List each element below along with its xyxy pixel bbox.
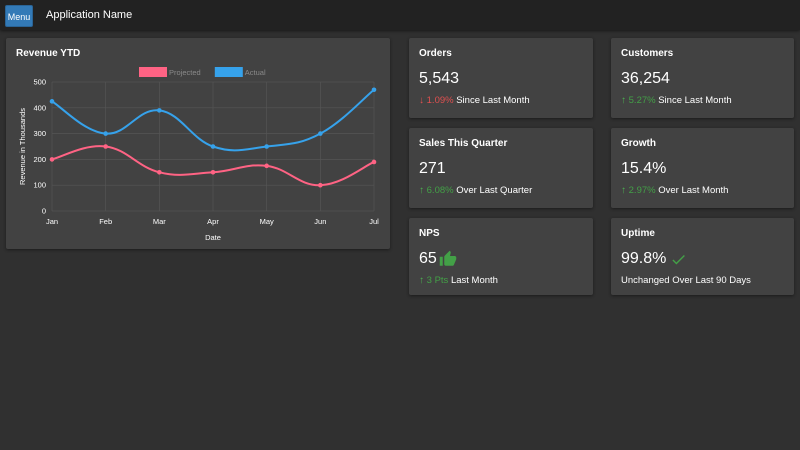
legend-label: Projected [169, 68, 201, 77]
app-name: Application Name [46, 9, 133, 21]
legend-swatch [214, 67, 243, 77]
x-tick-label: May [260, 217, 274, 226]
y-tick-label: 0 [42, 207, 46, 216]
uptime-card: Uptime 99.8% Unchanged Over Last 90 Days [611, 218, 794, 295]
growth-delta: ↑ 2.97% Over Last Month [621, 185, 728, 196]
orders-title: Orders [419, 48, 452, 59]
orders-delta: ↓ 1.09% Since Last Month [419, 95, 530, 106]
legend-swatch [139, 67, 167, 77]
sales-value: 271 [419, 160, 446, 177]
uptime-value: 99.8% [621, 250, 667, 267]
y-tick-label: 500 [33, 78, 46, 87]
uptime-value-row: 99.8% [621, 250, 687, 268]
x-tick-label: Jan [46, 217, 58, 226]
x-tick-label: Jun [314, 217, 326, 226]
revenue-card-title: Revenue YTD [16, 48, 81, 59]
nps-delta: ↑ 3 Pts Last Month [419, 275, 498, 286]
sales-title: Sales This Quarter [419, 138, 508, 149]
customers-delta-pct: 5.27% [628, 95, 656, 106]
revenue-chart: 0 100 200 300 400 500 Jan Feb Mar Apr May Jun Jul Dat… [18, 67, 379, 242]
customers-delta: ↑ 5.27% Since Last Month [621, 95, 732, 106]
growth-card: Growth 15.4% ↑ 2.97% Over Last Month [611, 128, 794, 208]
data-point [318, 131, 323, 136]
data-point [49, 157, 55, 162]
arrow-up-icon: ↑ [621, 185, 626, 196]
y-tick-label: 300 [33, 129, 46, 138]
customers-delta-caption: Since Last Month [658, 95, 732, 106]
nps-title: NPS [419, 228, 440, 239]
menu-button[interactable]: Menu [5, 5, 33, 27]
data-point [371, 87, 377, 93]
arrow-up-icon: ↑ [621, 95, 626, 106]
nps-card: NPS 65 ↑ 3 Pts Last Month [409, 218, 593, 295]
arrow-up-icon: ↑ [419, 185, 424, 196]
data-point [264, 144, 269, 149]
x-tick-label: Jul [369, 217, 379, 226]
sales-card: Sales This Quarter 271 ↑ 6.08% Over Last… [409, 128, 593, 208]
customers-value: 36,254 [621, 70, 670, 87]
sales-delta-pct: 6.08% [426, 185, 454, 196]
orders-value: 5,543 [419, 70, 460, 87]
legend-label: Actual [245, 68, 266, 77]
top-bar: Menu Application Name [0, 0, 800, 30]
growth-value: 15.4% [621, 160, 667, 177]
arrow-down-icon: ↓ [419, 95, 424, 106]
data-point [103, 144, 108, 149]
customers-card: Customers 36,254 ↑ 5.27% Since Last Mont… [611, 38, 794, 118]
y-tick-label: 400 [33, 103, 46, 112]
sales-delta-caption: Over Last Quarter [456, 185, 533, 196]
data-point [264, 163, 269, 169]
nps-value-row: 65 [419, 250, 457, 268]
orders-delta-caption: Since Last Month [456, 95, 530, 106]
data-point [210, 144, 216, 149]
data-point [103, 131, 108, 136]
y-tick-label: 200 [33, 155, 46, 164]
x-tick-label: Feb [99, 217, 112, 226]
uptime-title: Uptime [621, 228, 655, 239]
x-axis-title: Date [205, 233, 221, 242]
nps-value: 65 [419, 250, 437, 267]
growth-delta-caption: Over Last Month [658, 185, 729, 196]
customers-title: Customers [621, 48, 674, 59]
y-axis-title: Revenue in Thousands [18, 108, 27, 185]
growth-title: Growth [621, 138, 656, 149]
x-tick-label: Apr [207, 217, 219, 226]
data-point [157, 108, 162, 113]
growth-delta-pct: 2.97% [628, 185, 656, 196]
arrow-up-icon: ↑ [419, 275, 424, 286]
thumbs-up-icon [439, 250, 457, 266]
data-point [49, 99, 55, 104]
data-point [318, 182, 323, 188]
y-tick-label: 100 [33, 181, 46, 190]
x-tick-label: Mar [153, 217, 166, 226]
orders-card: Orders 5,543 ↓ 1.09% Since Last Month [409, 38, 593, 118]
data-point [210, 170, 216, 175]
nps-delta-caption: Last Month [450, 275, 498, 286]
nps-delta-pct: 3 Pts [426, 275, 449, 286]
orders-delta-pct: 1.09% [426, 95, 454, 106]
uptime-caption: Unchanged Over Last 90 Days [621, 275, 751, 286]
checkmark-icon [672, 254, 686, 264]
data-point [371, 159, 377, 165]
sales-delta: ↑ 6.08% Over Last Quarter [419, 185, 532, 196]
data-point [157, 170, 162, 175]
revenue-card: Revenue YTD 0 100 200 300 400 500 Jan Feb Mar Apr… [6, 38, 390, 249]
